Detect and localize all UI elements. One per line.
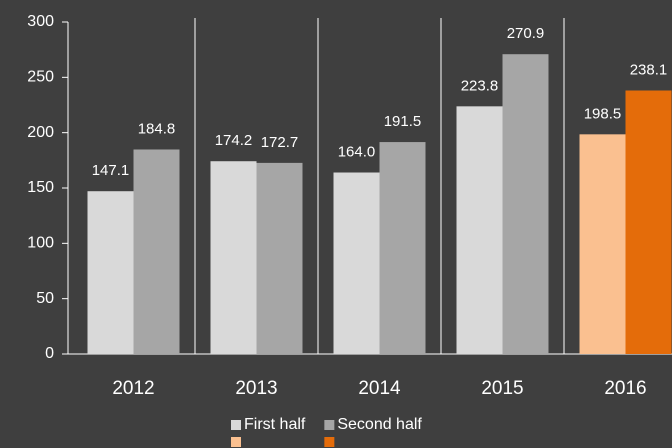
value-label: 184.8 [138, 120, 176, 137]
legend-swatch [324, 420, 335, 430]
legend-swatch [231, 420, 241, 430]
y-tick-label: 200 [27, 124, 54, 141]
legend-label: First half [244, 416, 306, 433]
value-label: 164.0 [338, 143, 376, 160]
bar [625, 90, 672, 354]
x-tick-label: 2012 [112, 378, 154, 399]
value-label: 191.5 [384, 113, 422, 130]
value-label: 198.5 [584, 105, 622, 122]
bar [579, 134, 626, 354]
y-tick-label: 250 [27, 69, 54, 86]
bar [210, 161, 257, 354]
x-tick-label: 2016 [604, 378, 646, 399]
value-label: 238.1 [630, 61, 668, 78]
bar [133, 149, 180, 354]
x-tick-label: 2013 [235, 378, 277, 399]
bar [379, 142, 426, 354]
value-label: 172.7 [261, 134, 299, 151]
bar [333, 172, 380, 354]
value-label: 270.9 [507, 25, 545, 42]
value-label: 223.8 [461, 77, 499, 94]
y-tick-label: 0 [45, 345, 54, 362]
x-tick-label: 2014 [358, 378, 401, 399]
y-tick-label: 100 [27, 235, 54, 252]
y-tick-label: 150 [27, 179, 54, 196]
legend-swatch-alt [231, 437, 241, 447]
y-tick-label: 300 [27, 13, 54, 30]
y-tick-label: 50 [36, 290, 54, 307]
value-label: 147.1 [92, 162, 130, 179]
legend-swatch-alt [324, 437, 335, 447]
value-label: 174.2 [215, 132, 253, 149]
legend-label: Second half [337, 416, 422, 433]
bar [256, 162, 303, 354]
bar [87, 191, 134, 354]
x-tick-label: 2015 [481, 378, 523, 399]
bar [502, 54, 549, 354]
bar [456, 106, 503, 354]
